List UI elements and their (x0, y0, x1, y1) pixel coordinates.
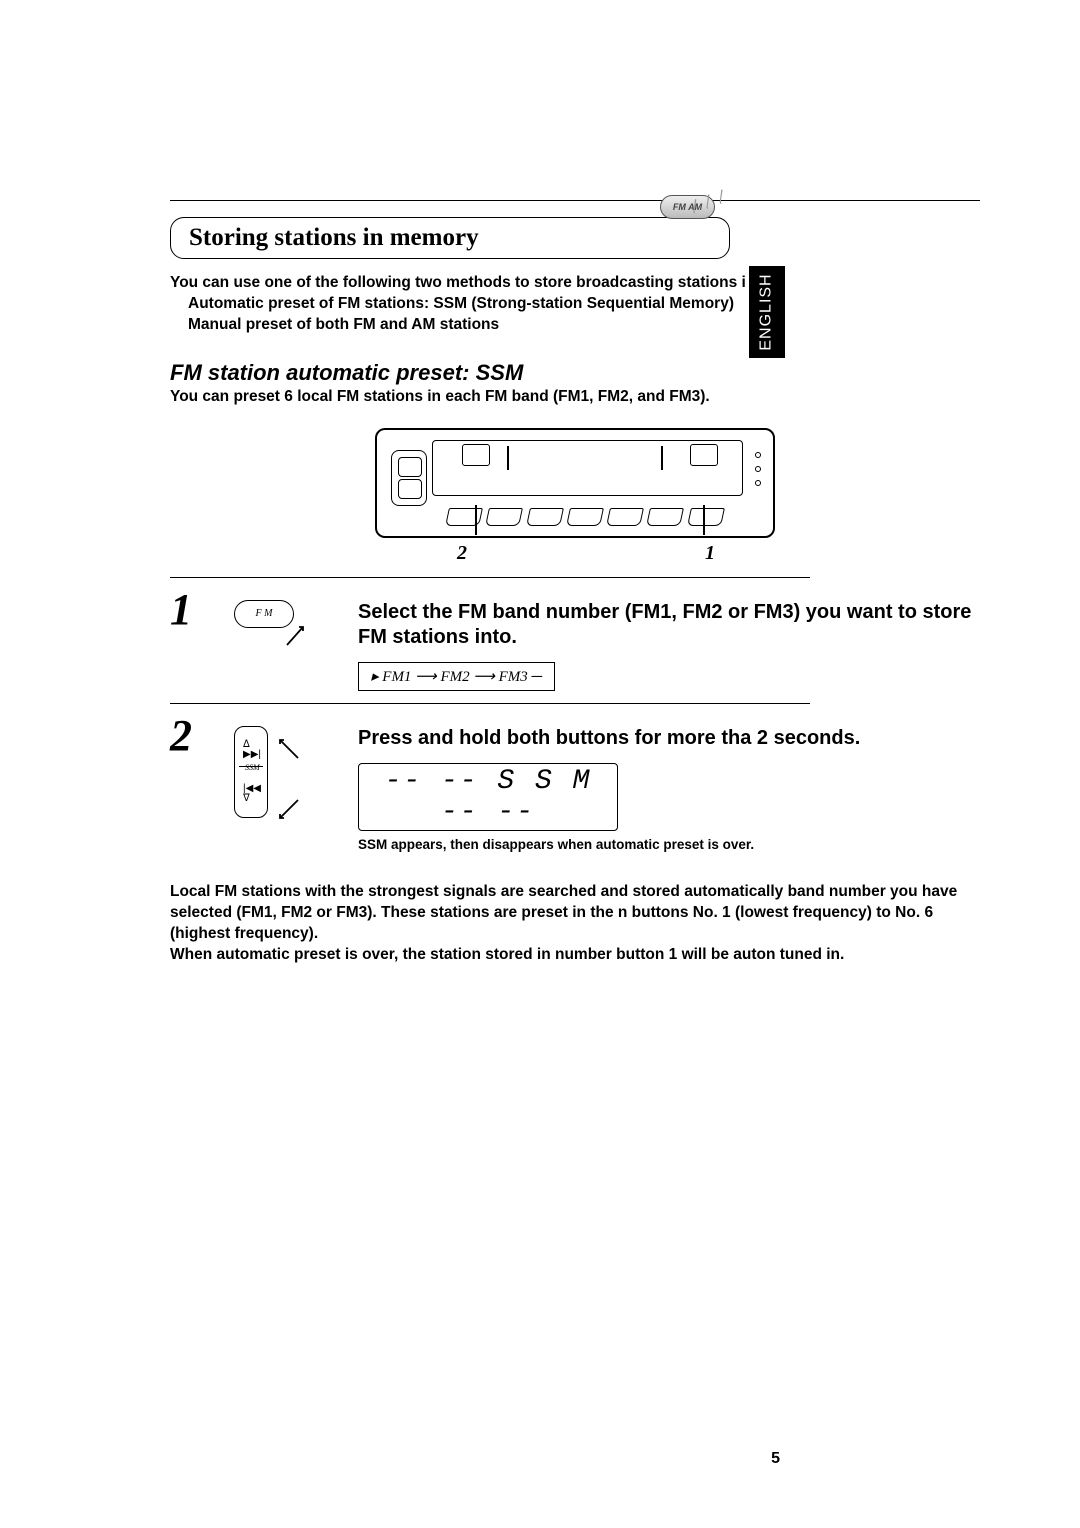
lcd-display: -- -- S S M -- -- (358, 763, 618, 831)
fm-button-icon: F M (234, 600, 294, 628)
subsection-text: You can preset 6 local FM stations in ea… (170, 388, 980, 406)
closing-p2: When automatic preset is over, the stati… (170, 945, 980, 966)
step-divider (170, 577, 810, 578)
step-1-lead: Select the FM band number (FM1, FM2 or F… (358, 600, 980, 650)
rocker-down-icon: |◀◀ᐁ (235, 771, 269, 817)
page-number: 5 (771, 1450, 780, 1468)
step-2-lead: Press and hold both buttons for more tha… (358, 726, 980, 751)
step-2: 2 ᐃ▶▶| SSM |◀◀ᐁ Press and hold both butt… (170, 714, 980, 852)
intro-block: You can use one of the following two met… (170, 273, 980, 336)
step-number: 1 (170, 588, 210, 632)
step-1-text: Select the FM band number (FM1, FM2 or F… (358, 600, 980, 691)
radio-front-panel (375, 428, 775, 538)
intro-item-2: Manual preset of both FM and AM stations (170, 315, 980, 336)
language-tab: ENGLISH (749, 266, 785, 358)
step-2-text: Press and hold both buttons for more tha… (358, 726, 980, 852)
diagram-label-right: 1 (705, 542, 715, 565)
radio-bar-icon (661, 446, 663, 470)
step-divider (170, 703, 810, 704)
step-2-caption: SSM appears, then disappears when automa… (358, 837, 980, 852)
fm-button-label: F M (256, 608, 273, 619)
intro-lead: You can use one of the following two met… (170, 273, 980, 294)
rocker-button-icon: ᐃ▶▶| SSM |◀◀ᐁ (234, 726, 268, 818)
press-arrow-icon (270, 730, 300, 760)
radio-preset-buttons (447, 508, 723, 526)
radio-slot-icon (462, 444, 490, 466)
press-arrow-icon (270, 798, 300, 828)
radio-slot-icon (690, 444, 718, 466)
intro-item-1: Automatic preset of FM stations: SSM (St… (170, 294, 980, 315)
radio-dots-icon (755, 452, 761, 486)
fm-cycle-box: ▸ FM1 ⟶ FM2 ⟶ FM3 ─ (358, 662, 555, 691)
rocker-button-illustration: ᐃ▶▶| SSM |◀◀ᐁ (234, 726, 334, 852)
fm-cycle-text: ▸ FM1 ⟶ FM2 ⟶ FM3 ─ (358, 662, 555, 691)
callout-line-2 (475, 505, 477, 535)
press-arrow-icon (285, 617, 315, 647)
diagram-labels: 2 1 (375, 542, 775, 565)
section-title-box: Storing stations in memory (170, 217, 730, 259)
step-1: 1 F M Select the FM band number (FM1, FM… (170, 588, 980, 691)
language-tab-label: ENGLISH (758, 273, 776, 350)
closing-paragraphs: Local FM stations with the strongest sig… (170, 882, 980, 966)
closing-p1: Local FM stations with the strongest sig… (170, 882, 980, 945)
radio-dial-icon (391, 450, 427, 506)
radio-bar-icon (507, 446, 509, 470)
top-rule (170, 200, 980, 201)
section-title: Storing stations in memory (189, 224, 711, 252)
diagram-label-left: 2 (457, 542, 467, 565)
step-number: 2 (170, 714, 210, 758)
fm-am-badge: FM AM 〳〳〳 (660, 195, 740, 225)
radio-diagram: 2 1 (365, 428, 785, 565)
fm-button-illustration: F M (234, 600, 334, 691)
subsection-heading: FM station automatic preset: SSM (170, 360, 980, 386)
callout-line-1 (703, 505, 705, 535)
